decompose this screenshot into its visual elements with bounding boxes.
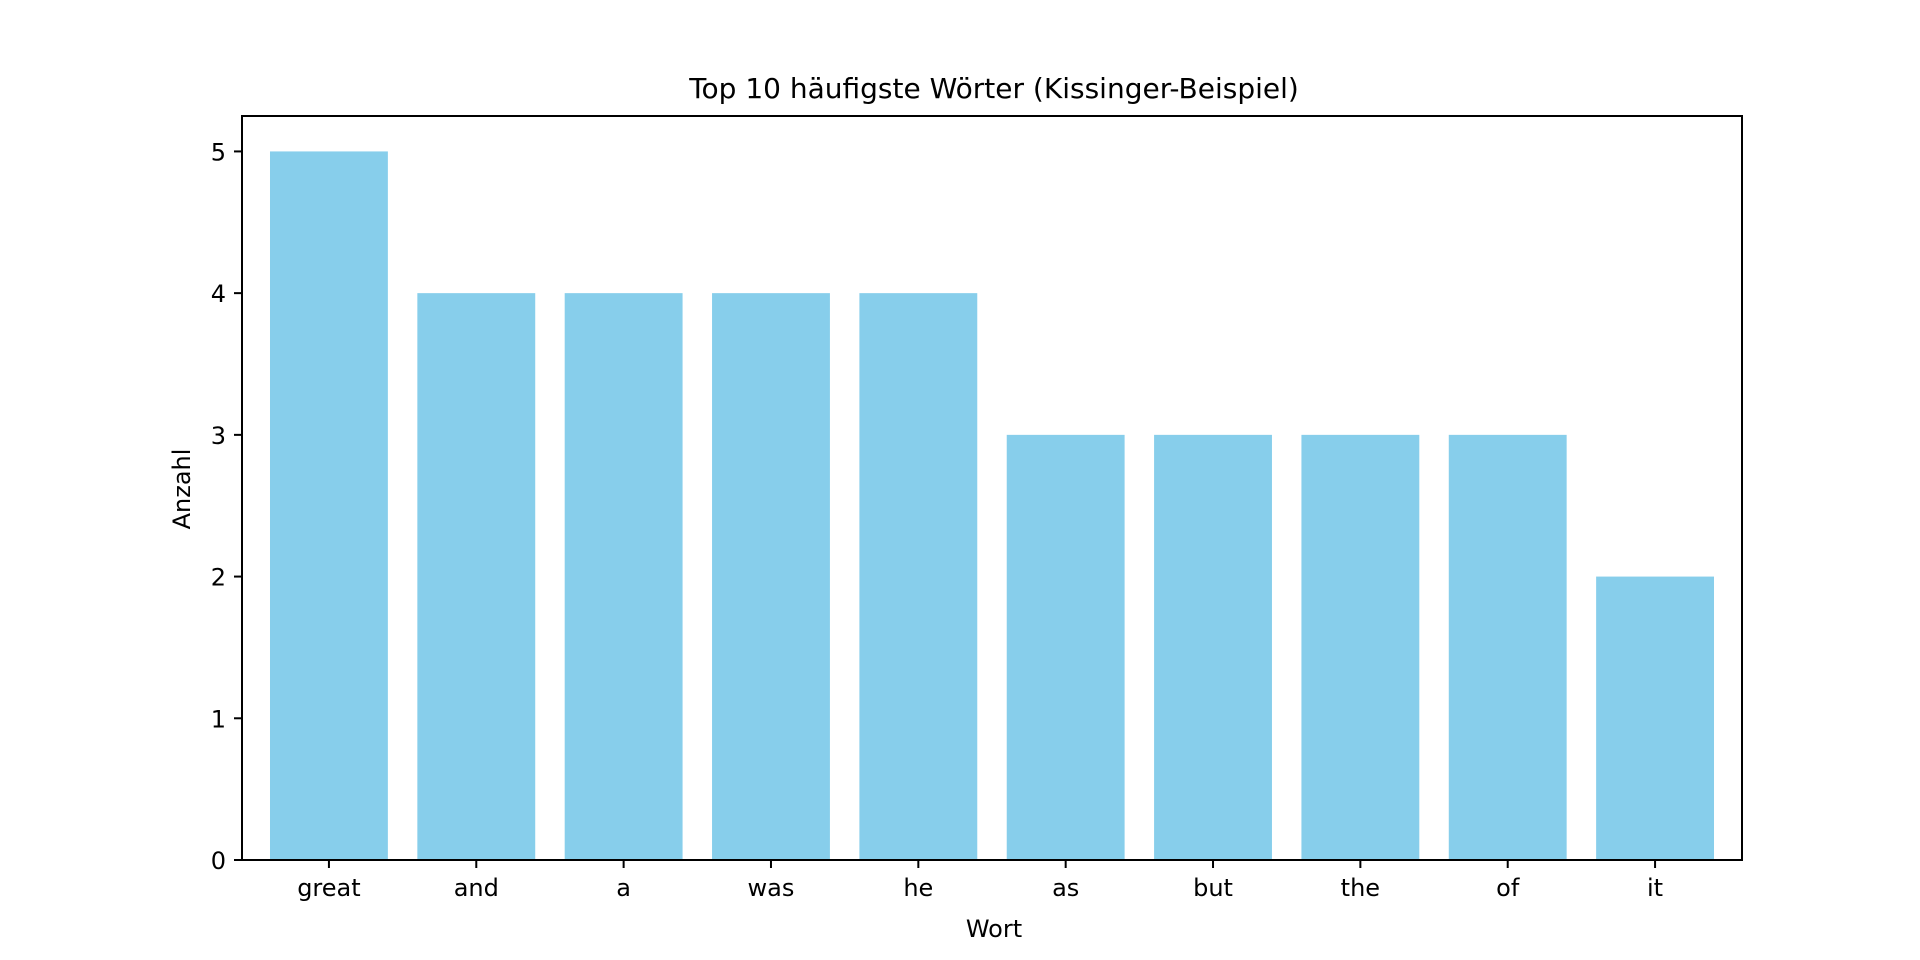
bar-but [1154, 434, 1272, 860]
x-tick-label: as [1052, 874, 1079, 902]
bar-of [1448, 434, 1567, 860]
x-tick-label: he [903, 874, 933, 902]
y-tick-label: 3 [211, 422, 226, 450]
x-tick-label: it [1647, 874, 1663, 902]
x-tick-label: was [748, 874, 795, 902]
x-tick-label: of [1496, 874, 1520, 902]
bar-the [1301, 434, 1420, 860]
bar-great [269, 151, 388, 860]
x-tick-label: the [1341, 874, 1380, 902]
x-tick-label: and [454, 874, 499, 902]
plot-frame [241, 115, 1743, 861]
x-tick-label: but [1193, 874, 1233, 902]
y-tick-label: 2 [211, 564, 226, 592]
y-axis-ticks: 0 1 2 3 4 5 [211, 138, 242, 875]
bar-he [859, 293, 978, 861]
y-tick-label: 1 [211, 705, 226, 733]
bar-as [1006, 434, 1125, 860]
y-tick-label: 5 [211, 138, 226, 166]
y-tick-label: 4 [211, 280, 226, 308]
y-axis-label: Anzahl [168, 449, 196, 530]
x-tick-label: great [297, 874, 360, 902]
bar-was [712, 293, 830, 861]
bar-and [417, 293, 536, 861]
x-axis-ticks: great and a was he as but the of it [297, 860, 1663, 902]
bar-it [1596, 576, 1715, 860]
y-tick-label: 0 [211, 847, 226, 875]
x-axis-label: Wort [966, 915, 1022, 943]
bars [269, 151, 1715, 861]
bar-a [564, 293, 683, 861]
chart-title: Top 10 häufigste Wörter (Kissinger-Beisp… [688, 72, 1299, 105]
x-tick-label: a [616, 874, 631, 902]
